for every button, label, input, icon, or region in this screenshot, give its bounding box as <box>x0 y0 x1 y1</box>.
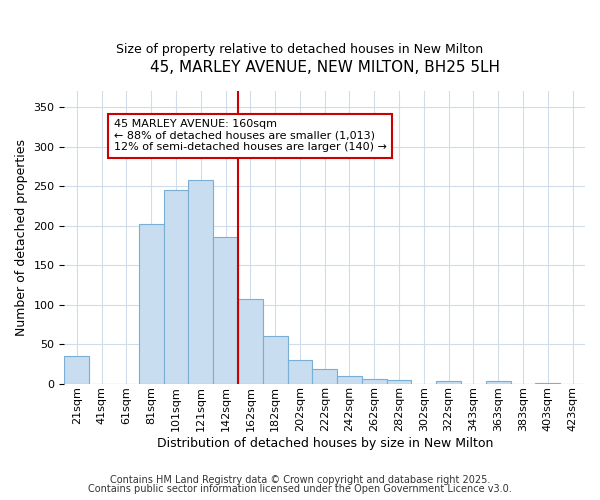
Bar <box>337 376 362 384</box>
Bar <box>64 356 89 384</box>
Text: Contains public sector information licensed under the Open Government Licence v3: Contains public sector information licen… <box>88 484 512 494</box>
Title: 45, MARLEY AVENUE, NEW MILTON, BH25 5LH: 45, MARLEY AVENUE, NEW MILTON, BH25 5LH <box>150 60 500 75</box>
Bar <box>486 381 511 384</box>
Bar <box>164 190 188 384</box>
Bar <box>188 180 213 384</box>
Text: Size of property relative to detached houses in New Milton: Size of property relative to detached ho… <box>116 42 484 56</box>
Bar <box>263 336 287 384</box>
Text: 45 MARLEY AVENUE: 160sqm
← 88% of detached houses are smaller (1,013)
12% of sem: 45 MARLEY AVENUE: 160sqm ← 88% of detach… <box>114 119 387 152</box>
Y-axis label: Number of detached properties: Number of detached properties <box>15 139 28 336</box>
X-axis label: Distribution of detached houses by size in New Milton: Distribution of detached houses by size … <box>157 437 493 450</box>
Bar <box>238 299 263 384</box>
Bar <box>313 368 337 384</box>
Bar <box>362 379 386 384</box>
Bar <box>213 238 238 384</box>
Bar <box>287 360 313 384</box>
Bar <box>535 383 560 384</box>
Bar <box>139 224 164 384</box>
Bar <box>436 381 461 384</box>
Bar <box>386 380 412 384</box>
Text: Contains HM Land Registry data © Crown copyright and database right 2025.: Contains HM Land Registry data © Crown c… <box>110 475 490 485</box>
